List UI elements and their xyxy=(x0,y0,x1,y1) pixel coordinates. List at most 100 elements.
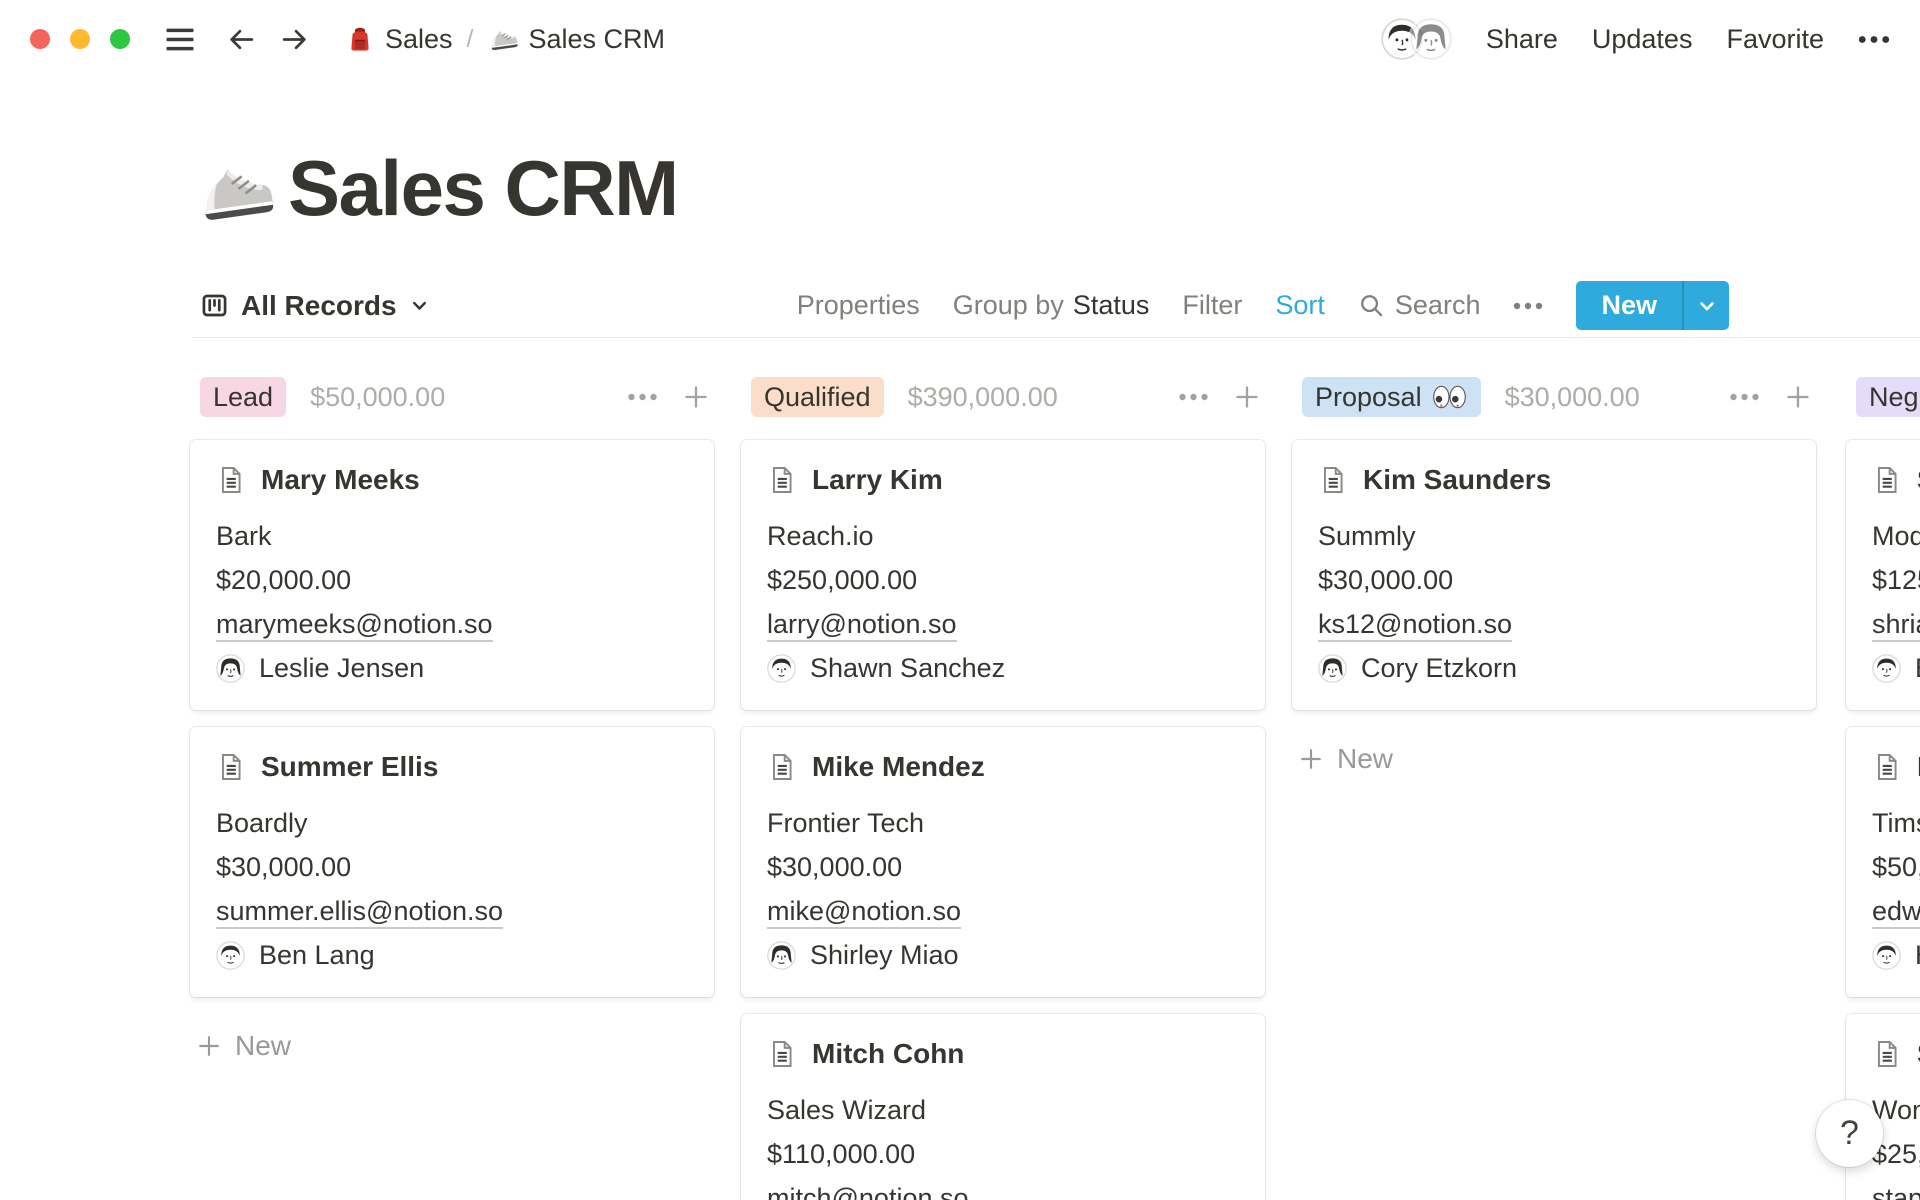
crm-card-kim-saunders[interactable]: Kim Saunders Summly $30,000.00 ks12@noti… xyxy=(1292,440,1816,710)
page-sneaker-icon[interactable] xyxy=(191,145,280,237)
card-person-name: Shirley Miao xyxy=(810,939,959,970)
card-name: Larry Kim xyxy=(812,464,943,495)
new-record-label: New xyxy=(1601,290,1657,320)
crm-card-summer-ellis[interactable]: Summer Ellis Boardly $30,000.00 summer.e… xyxy=(190,727,714,997)
card-person-name: Shawn Sanchez xyxy=(810,652,1006,683)
toolbar-more-icon[interactable] xyxy=(1513,302,1543,310)
crm-card[interactable]: E Tims $50, edwi H xyxy=(1846,727,1920,997)
new-record-button[interactable]: New xyxy=(1576,281,1729,330)
card-email-link[interactable]: edwi xyxy=(1872,896,1920,929)
card-name: Kim Saunders xyxy=(1363,464,1552,495)
card-value: $125 xyxy=(1872,565,1920,595)
group-by-button[interactable]: Group by Status xyxy=(953,290,1150,321)
breadcrumb-current[interactable]: Sales CRM xyxy=(488,23,666,55)
properties-button[interactable]: Properties xyxy=(796,290,920,320)
card-email-link[interactable]: larry@notion.so xyxy=(767,609,957,642)
column-more-icon[interactable] xyxy=(1729,393,1760,401)
eyes-emoji-icon xyxy=(1431,385,1468,409)
status-badge-proposal[interactable]: Proposal xyxy=(1302,377,1481,417)
chevron-down-icon xyxy=(1696,295,1718,317)
page-icon xyxy=(767,465,797,495)
search-label: Search xyxy=(1394,290,1481,320)
status-badge-label: Proposal xyxy=(1315,381,1422,412)
card-value: $110,000.00 xyxy=(767,1139,916,1169)
group-by-value: Status xyxy=(1072,290,1150,320)
card-email-link[interactable]: shria xyxy=(1872,609,1920,642)
group-by-label: Group by xyxy=(952,290,1064,320)
card-person: Cory Etzkorn xyxy=(1318,651,1790,685)
card-name: Mitch Cohn xyxy=(812,1038,965,1069)
page-icon xyxy=(767,1039,797,1069)
card-email-link[interactable]: summer.ellis@notion.so xyxy=(216,896,504,929)
window-controls xyxy=(30,29,130,49)
card-person: H xyxy=(1872,938,1920,972)
card-company: Bark xyxy=(216,521,272,551)
card-email-link[interactable]: stap xyxy=(1872,1183,1920,1200)
card-email-link[interactable]: ks12@notion.so xyxy=(1318,609,1513,642)
status-badge-label: Lead xyxy=(213,381,274,412)
avatar xyxy=(216,941,245,970)
card-company: Boardly xyxy=(216,808,308,838)
breadcrumb-separator: / xyxy=(466,24,474,53)
forward-arrow-icon[interactable] xyxy=(279,24,310,55)
card-company: Mod xyxy=(1872,521,1920,551)
card-value: $250,000.00 xyxy=(767,565,918,595)
card-value: $30,000.00 xyxy=(1318,565,1454,595)
plus-icon xyxy=(196,1033,222,1059)
page-icon xyxy=(216,465,246,495)
breadcrumb-current-label: Sales CRM xyxy=(528,23,666,54)
status-badge-qualified[interactable]: Qualified xyxy=(751,377,884,417)
card-email-link[interactable]: mitch@notion.so xyxy=(767,1183,969,1200)
close-window-button[interactable] xyxy=(30,29,50,49)
column-more-icon[interactable] xyxy=(1178,393,1209,401)
column-add-icon[interactable] xyxy=(682,383,710,411)
crm-card[interactable]: S Mod $125 shria E xyxy=(1846,440,1920,710)
card-person: Leslie Jensen xyxy=(216,651,688,685)
minimize-window-button[interactable] xyxy=(70,29,90,49)
card-company: Reach.io xyxy=(767,521,874,551)
column-sum: $390,000.00 xyxy=(907,381,1058,412)
plus-icon xyxy=(1298,746,1324,772)
zoom-window-button[interactable] xyxy=(110,29,130,49)
page-icon xyxy=(767,752,797,782)
column-add-icon[interactable] xyxy=(1784,383,1812,411)
crm-card-mike-mendez[interactable]: Mike Mendez Frontier Tech $30,000.00 mik… xyxy=(741,727,1265,997)
avatar xyxy=(767,654,796,683)
page-title: Sales CRM xyxy=(288,144,679,232)
view-selector[interactable]: All Records xyxy=(200,290,430,322)
page-icon xyxy=(1872,1039,1902,1069)
breadcrumb-root[interactable]: Sales xyxy=(346,24,453,55)
filter-button[interactable]: Filter xyxy=(1182,290,1243,320)
add-card-button[interactable]: New xyxy=(1292,727,1816,775)
avatar xyxy=(1318,654,1347,683)
add-card-button[interactable]: New xyxy=(190,1014,714,1062)
back-arrow-icon[interactable] xyxy=(226,24,257,55)
sort-button[interactable]: Sort xyxy=(1275,290,1325,320)
sidebar-menu-icon[interactable] xyxy=(164,26,196,53)
card-name: Mike Mendez xyxy=(812,751,985,782)
crm-card-mitch-cohn[interactable]: Mitch Cohn Sales Wizard $110,000.00 mitc… xyxy=(741,1014,1265,1200)
column-header: Qualified $390,000.00 xyxy=(741,377,1265,417)
card-email-link[interactable]: mike@notion.so xyxy=(767,896,961,929)
more-options-icon[interactable] xyxy=(1858,35,1890,44)
column-more-icon[interactable] xyxy=(627,393,658,401)
new-record-dropdown[interactable] xyxy=(1684,281,1729,330)
crm-card-mary-meeks[interactable]: Mary Meeks Bark $20,000.00 marymeeks@not… xyxy=(190,440,714,710)
updates-button[interactable]: Updates xyxy=(1591,23,1693,54)
help-button[interactable]: ? xyxy=(1816,1100,1883,1167)
search-button[interactable]: Search xyxy=(1358,290,1481,321)
crm-card-larry-kim[interactable]: Larry Kim Reach.io $250,000.00 larry@not… xyxy=(741,440,1265,710)
card-name: S xyxy=(1917,1037,1920,1071)
card-email-link[interactable]: marymeeks@notion.so xyxy=(216,609,493,642)
status-badge-negotiation[interactable]: Neg xyxy=(1856,377,1920,417)
column-header: Neg xyxy=(1846,377,1920,417)
column-sum: $30,000.00 xyxy=(1504,381,1640,412)
favorite-button[interactable]: Favorite xyxy=(1726,23,1824,54)
card-name: Summer Ellis xyxy=(261,751,439,782)
column-add-icon[interactable] xyxy=(1233,383,1261,411)
status-badge-lead[interactable]: Lead xyxy=(200,377,287,417)
collaborator-avatars[interactable] xyxy=(1380,18,1452,60)
share-button[interactable]: Share xyxy=(1485,23,1558,54)
card-person-name: Cory Etzkorn xyxy=(1361,652,1518,683)
